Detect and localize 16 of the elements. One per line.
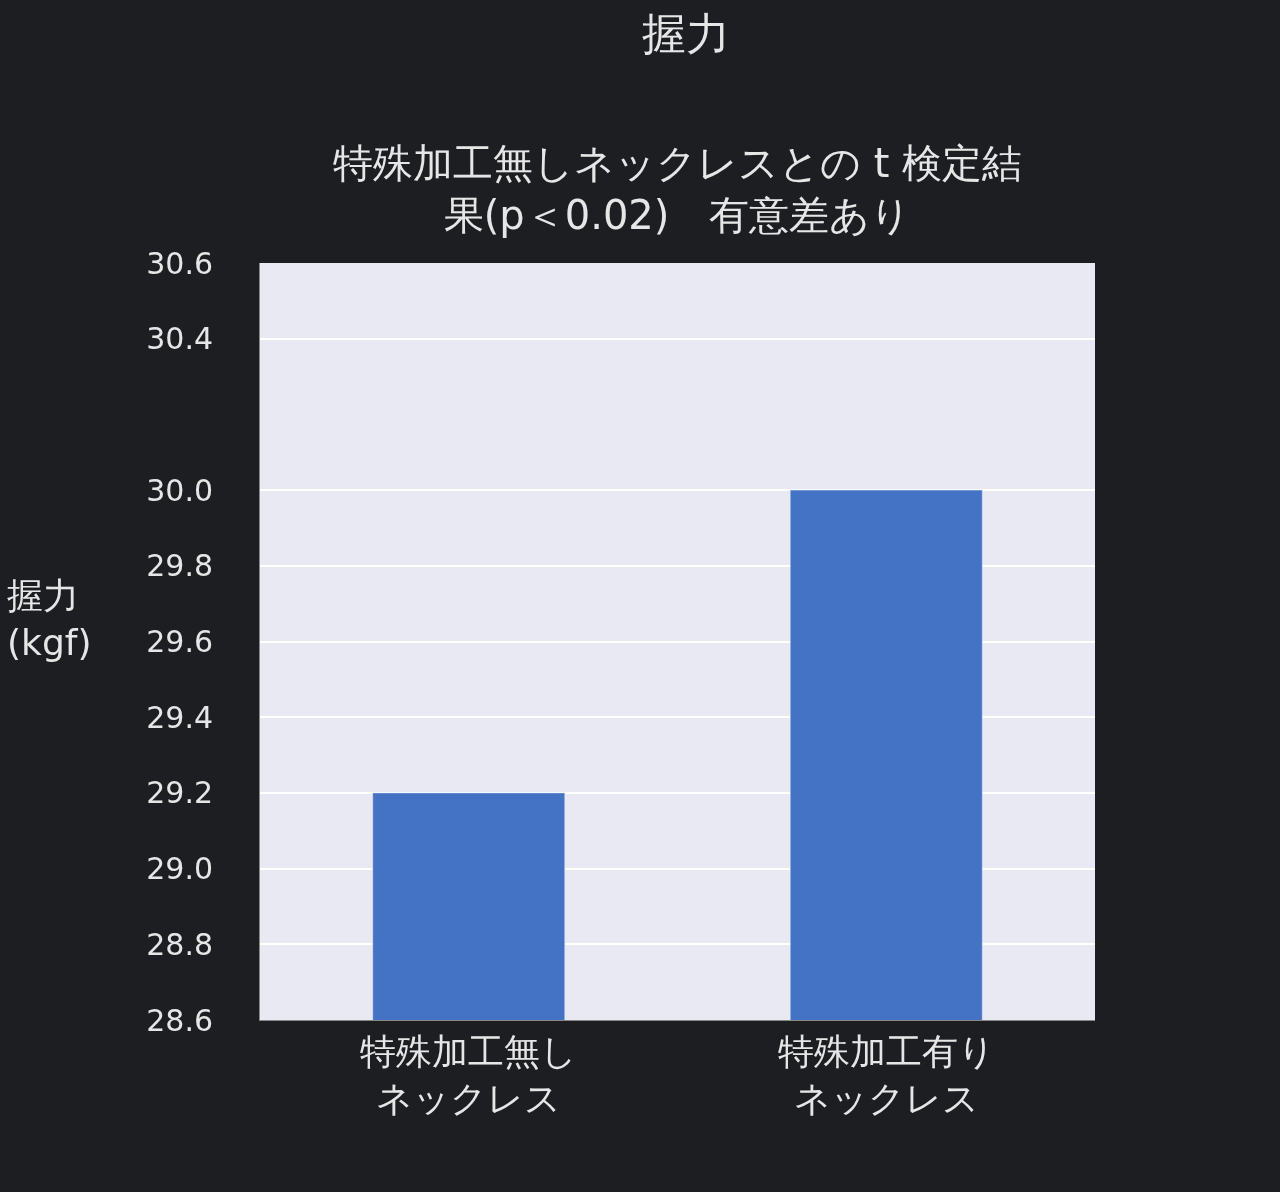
- y-tick-label: 28.8: [146, 926, 213, 962]
- y-tick-label: 28.6: [146, 1002, 213, 1038]
- y-tick-label: 29.4: [146, 699, 213, 735]
- y-tick-label: 30.4: [146, 321, 213, 357]
- x-tick-label: 特殊加工有りネックレス: [777, 1031, 995, 1119]
- chart-title: 握力: [641, 7, 730, 59]
- y-tick-label: 29.0: [146, 851, 213, 887]
- text: (kgf): [7, 621, 92, 663]
- y-tick-label: 29.6: [146, 624, 213, 659]
- y-tick-label: 30.6: [146, 245, 213, 281]
- y-tick-label: 29.2: [146, 775, 213, 811]
- y-tick-label: 29.8: [146, 548, 213, 584]
- chart-subtitle: 特殊加工無しネックレスとの t 検定結果(p＜0.02) 有意差あり: [333, 140, 1023, 238]
- y-tick-label: 30.0: [146, 472, 213, 508]
- text: 握力: [7, 575, 79, 616]
- x-tick-label: 特殊加工無しネックレス: [360, 1031, 578, 1119]
